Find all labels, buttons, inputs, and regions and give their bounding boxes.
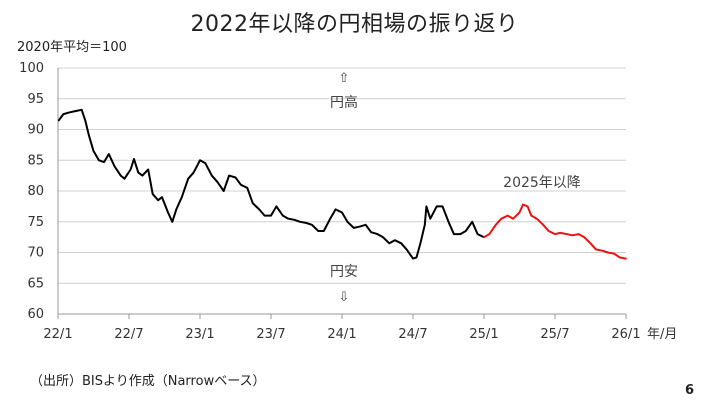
x-tick-label: 25/7 (540, 327, 569, 342)
x-tick-label: 23/7 (256, 327, 285, 342)
page-number: 6 (685, 383, 695, 398)
y-tick-labels: 60 65 70 75 80 85 90 95 100 (19, 61, 44, 322)
x-axis-label: 年/月 (647, 327, 677, 342)
y-axis-unit-label: 2020年平均＝100 (17, 40, 127, 55)
annotation-yen-strong: 円高 (330, 94, 358, 111)
grid-lines (58, 67, 626, 284)
series-line-2025 (483, 203, 627, 260)
y-tick-label: 100 (19, 61, 44, 76)
y-tick-label: 85 (27, 153, 44, 168)
y-tick-label: 75 (27, 215, 44, 230)
y-tick-label: 70 (27, 246, 44, 261)
axes (57, 68, 627, 319)
up-arrow-icon: ⇧ (339, 71, 350, 86)
down-arrow-icon: ⇩ (339, 290, 350, 305)
series-line-2022-2024 (57, 108, 485, 260)
x-tick-label: 25/1 (469, 327, 498, 342)
y-tick-label: 65 (27, 276, 44, 291)
y-tick-label: 95 (27, 92, 44, 107)
x-tick-labels: 22/1 22/7 23/1 23/7 24/1 24/7 25/1 25/7 26/1 年/月 (43, 327, 677, 342)
series-lines (57, 108, 627, 260)
x-tick-label: 22/1 (43, 327, 72, 342)
y-tick-label: 90 (27, 123, 44, 138)
x-tick-label: 24/7 (398, 327, 427, 342)
y-tick-label: 60 (27, 307, 44, 322)
chart-title: 2022年以降の円相場の振り返り (190, 12, 519, 37)
annotation-2025-onward: 2025年以降 (503, 175, 581, 191)
x-tick-label: 24/1 (327, 327, 356, 342)
y-tick-label: 80 (27, 184, 44, 199)
annotation-yen-weak: 円安 (330, 264, 358, 280)
x-tick-label: 22/7 (114, 327, 143, 342)
x-tick-label: 23/1 (185, 327, 214, 342)
x-tick-label: 26/1 (611, 327, 640, 342)
source-note: （出所）BISより作成（Narrowベース） (30, 374, 266, 389)
